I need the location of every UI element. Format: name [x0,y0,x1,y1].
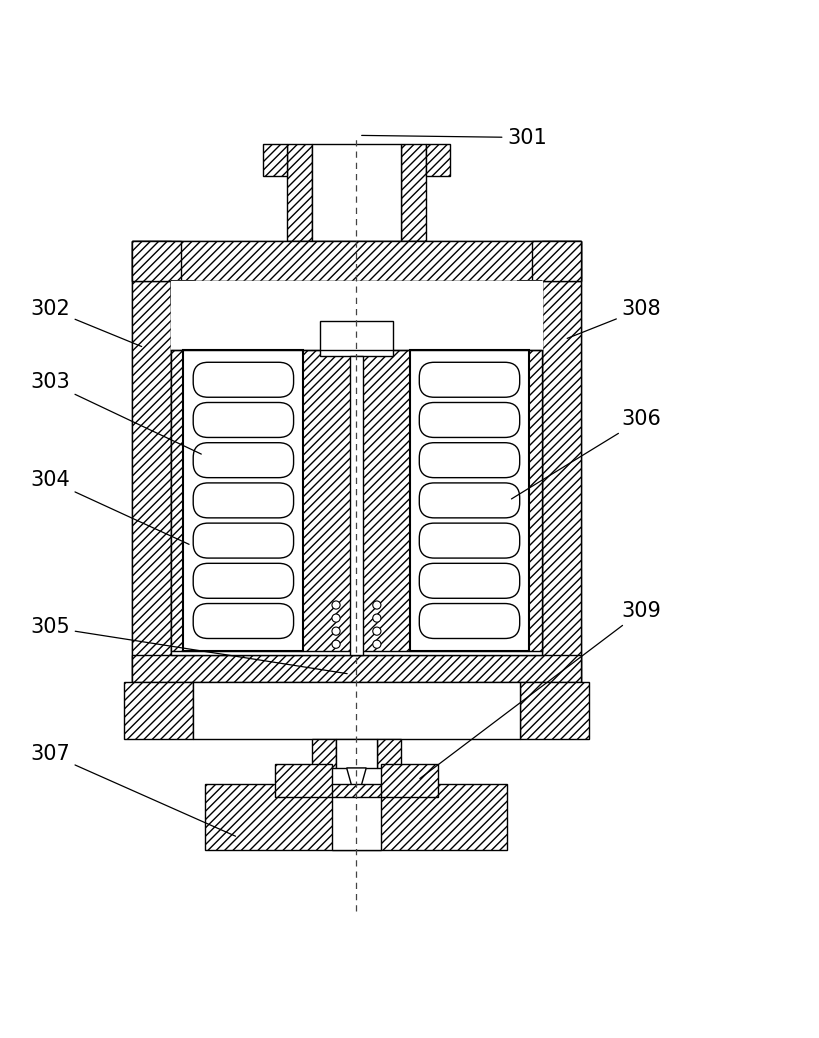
Text: 303: 303 [30,373,201,454]
Bar [132,655,581,682]
Bar [171,350,541,651]
Bar [377,739,401,768]
Bar [171,280,541,655]
FancyBboxPatch shape [193,362,293,398]
FancyBboxPatch shape [419,523,520,558]
FancyBboxPatch shape [193,483,293,518]
Circle shape [332,601,340,609]
Bar [410,350,530,651]
Bar [350,356,363,655]
Bar [426,143,450,176]
Bar [532,242,581,280]
Text: 308: 308 [568,299,662,338]
FancyBboxPatch shape [193,403,293,437]
Text: 309: 309 [420,601,662,778]
Bar [287,143,311,242]
Bar [132,242,581,280]
Polygon shape [171,280,196,305]
Bar [124,682,193,739]
Bar [132,242,181,280]
FancyBboxPatch shape [419,403,520,437]
Bar [381,764,438,796]
Circle shape [332,640,340,649]
Bar [132,242,171,682]
FancyBboxPatch shape [419,483,520,518]
FancyBboxPatch shape [193,442,293,477]
FancyBboxPatch shape [193,523,293,558]
Text: 305: 305 [30,618,347,674]
Bar [401,143,426,242]
Polygon shape [518,280,541,305]
Bar [206,785,508,849]
Bar [332,796,381,849]
Text: 301: 301 [362,128,547,147]
FancyBboxPatch shape [419,362,520,398]
Bar [311,143,401,242]
FancyBboxPatch shape [193,564,293,598]
Bar [319,322,393,356]
Bar [541,242,581,682]
Bar [263,143,287,176]
FancyBboxPatch shape [419,442,520,477]
Bar [311,739,336,768]
Circle shape [373,627,381,635]
Polygon shape [346,768,366,794]
Circle shape [332,614,340,622]
Bar [193,682,520,739]
Circle shape [373,640,381,649]
Bar [171,280,541,350]
Circle shape [373,601,381,609]
Text: 306: 306 [511,409,662,499]
Bar [183,350,303,651]
Circle shape [373,614,381,622]
Circle shape [332,627,340,635]
Text: 307: 307 [30,744,236,837]
Text: 304: 304 [30,470,189,544]
Bar [336,739,377,768]
Bar [275,764,332,796]
FancyBboxPatch shape [419,564,520,598]
Bar [132,242,581,682]
FancyBboxPatch shape [193,603,293,638]
Bar [520,682,589,739]
Text: 302: 302 [30,299,142,347]
FancyBboxPatch shape [419,603,520,638]
